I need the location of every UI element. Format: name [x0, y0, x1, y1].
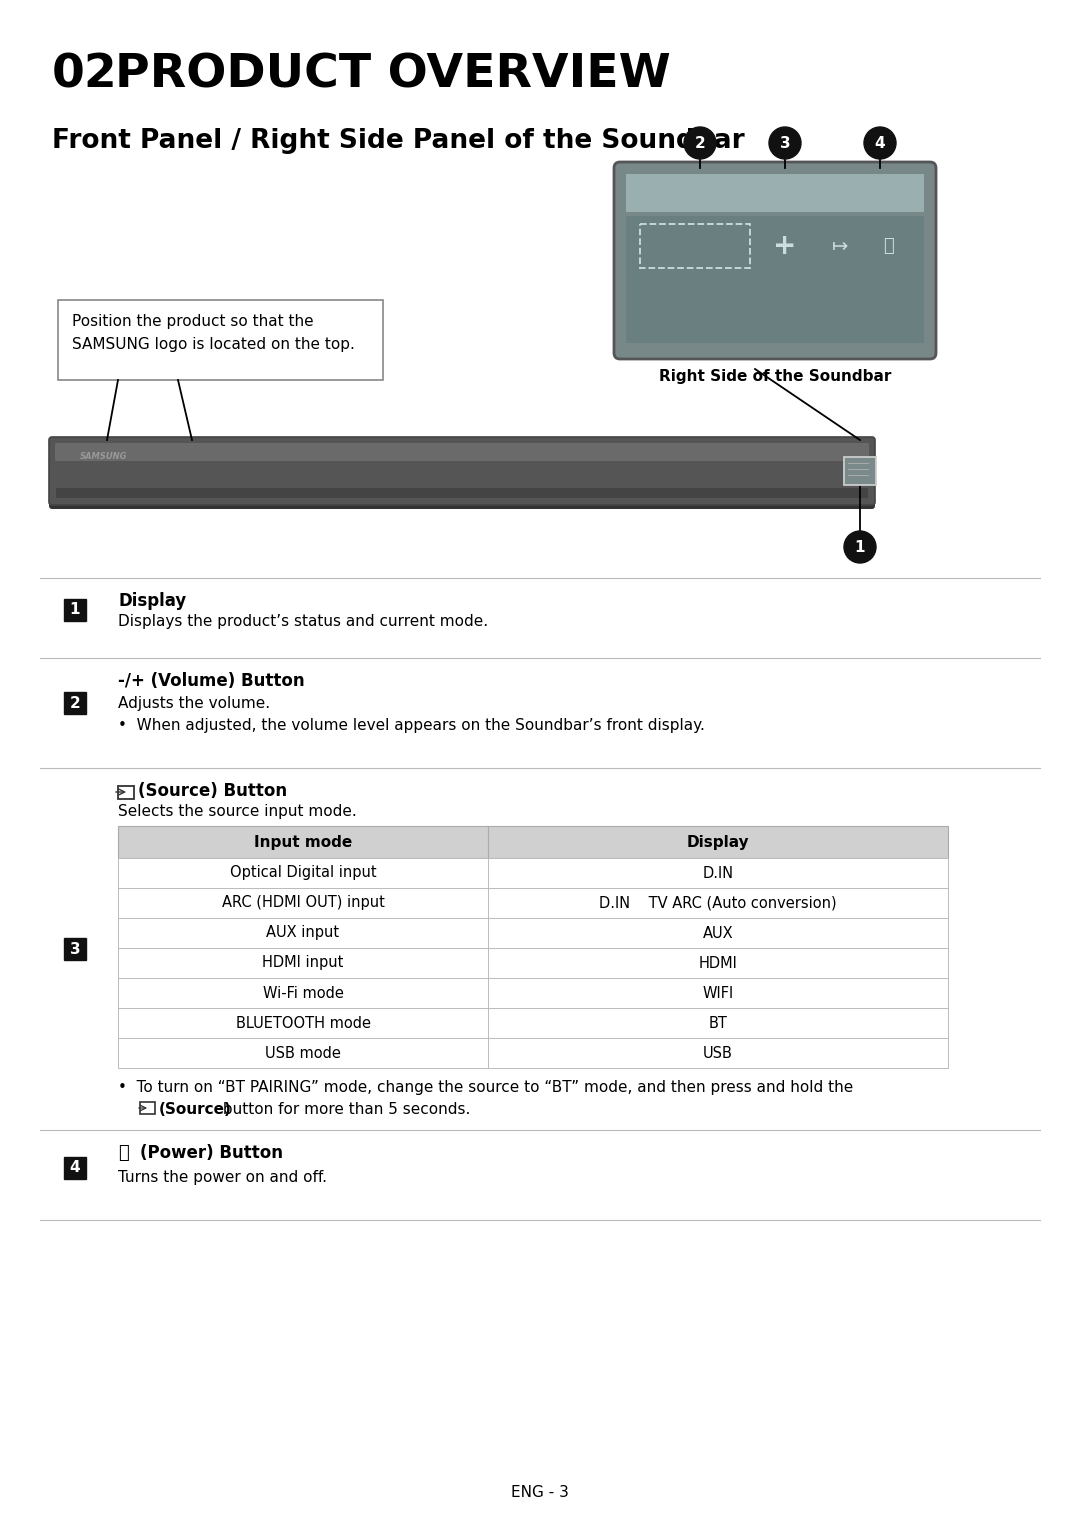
- Bar: [626, 175, 924, 211]
- Bar: [118, 786, 134, 800]
- Bar: [843, 457, 876, 486]
- Text: •  When adjusted, the volume level appears on the Soundbar’s front display.: • When adjusted, the volume level appear…: [118, 719, 705, 732]
- Text: button for more than 5 seconds.: button for more than 5 seconds.: [218, 1102, 471, 1117]
- Text: Position the product so that the
SAMSUNG logo is located on the top.: Position the product so that the SAMSUNG…: [72, 314, 355, 352]
- Text: Display: Display: [118, 591, 186, 610]
- Bar: [626, 216, 924, 343]
- Bar: [640, 224, 750, 268]
- Circle shape: [843, 532, 876, 562]
- Bar: [140, 1102, 156, 1114]
- Circle shape: [864, 127, 896, 159]
- Bar: [64, 1157, 86, 1180]
- Text: HDMI: HDMI: [699, 956, 738, 970]
- Text: WIFI: WIFI: [702, 985, 733, 1000]
- Bar: [118, 1008, 948, 1039]
- FancyBboxPatch shape: [58, 300, 383, 380]
- Text: 02: 02: [52, 52, 118, 97]
- Text: ⏻: ⏻: [882, 237, 893, 254]
- Text: Turns the power on and off.: Turns the power on and off.: [118, 1170, 327, 1184]
- Text: Optical Digital input: Optical Digital input: [230, 866, 376, 881]
- Bar: [118, 918, 948, 948]
- Bar: [118, 977, 948, 1008]
- FancyBboxPatch shape: [615, 162, 936, 358]
- Text: 3: 3: [780, 135, 791, 150]
- Text: Displays the product’s status and current mode.: Displays the product’s status and curren…: [118, 614, 488, 630]
- Bar: [64, 599, 86, 620]
- Text: 1: 1: [854, 539, 865, 555]
- Text: AUX: AUX: [703, 925, 733, 941]
- Bar: [118, 858, 948, 889]
- Text: 1: 1: [70, 602, 80, 617]
- Bar: [64, 692, 86, 714]
- Text: SAMSUNG: SAMSUNG: [80, 452, 127, 461]
- Circle shape: [684, 127, 716, 159]
- Text: 4: 4: [875, 135, 886, 150]
- Text: 2: 2: [69, 696, 80, 711]
- Text: -/+ (Volume) Button: -/+ (Volume) Button: [118, 673, 305, 689]
- Text: D.IN    TV ARC (Auto conversion): D.IN TV ARC (Auto conversion): [599, 896, 837, 910]
- Text: (Source) Button: (Source) Button: [138, 781, 287, 800]
- Bar: [118, 1039, 948, 1068]
- Text: D.IN: D.IN: [702, 866, 733, 881]
- Text: Wi-Fi mode: Wi-Fi mode: [262, 985, 343, 1000]
- Text: Display: Display: [687, 835, 750, 850]
- Bar: [56, 489, 868, 498]
- Text: ARC (HDMI OUT) input: ARC (HDMI OUT) input: [221, 896, 384, 910]
- Text: ENG - 3: ENG - 3: [511, 1485, 569, 1500]
- Text: Front Panel / Right Side Panel of the Soundbar: Front Panel / Right Side Panel of the So…: [52, 129, 744, 155]
- Text: ↦: ↦: [832, 236, 848, 256]
- FancyBboxPatch shape: [49, 441, 875, 509]
- Text: USB: USB: [703, 1045, 733, 1060]
- Bar: [118, 826, 948, 858]
- Text: 4: 4: [70, 1161, 80, 1175]
- Text: (Source): (Source): [159, 1102, 232, 1117]
- Text: (Power) Button: (Power) Button: [140, 1144, 283, 1161]
- Bar: [118, 889, 948, 918]
- Text: BLUETOOTH mode: BLUETOOTH mode: [235, 1016, 370, 1031]
- Text: Adjusts the volume.: Adjusts the volume.: [118, 696, 270, 711]
- FancyBboxPatch shape: [55, 443, 869, 461]
- Text: Input mode: Input mode: [254, 835, 352, 850]
- FancyBboxPatch shape: [49, 437, 875, 506]
- Text: Selects the source input mode.: Selects the source input mode.: [118, 804, 356, 820]
- Text: HDMI input: HDMI input: [262, 956, 343, 970]
- Text: +: +: [773, 231, 797, 260]
- Text: BT: BT: [708, 1016, 728, 1031]
- Text: 2: 2: [694, 135, 705, 150]
- Text: •  To turn on “BT PAIRING” mode, change the source to “BT” mode, and then press : • To turn on “BT PAIRING” mode, change t…: [118, 1080, 853, 1095]
- Text: ⏻: ⏻: [118, 1144, 129, 1161]
- Text: AUX input: AUX input: [267, 925, 339, 941]
- Text: USB mode: USB mode: [265, 1045, 341, 1060]
- Text: 3: 3: [70, 942, 80, 956]
- Bar: [118, 948, 948, 977]
- Text: PRODUCT OVERVIEW: PRODUCT OVERVIEW: [114, 52, 671, 97]
- Text: Right Side of the Soundbar: Right Side of the Soundbar: [659, 369, 891, 385]
- Bar: [64, 938, 86, 961]
- Circle shape: [769, 127, 801, 159]
